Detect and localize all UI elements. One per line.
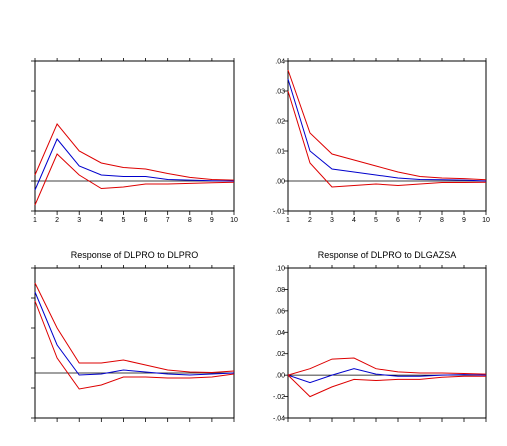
series-line-lower bbox=[34, 300, 235, 390]
y-tick-label: .04 bbox=[275, 59, 285, 66]
series-line-response bbox=[287, 368, 487, 384]
series-line-response bbox=[34, 138, 235, 191]
y-tick-label: .02 bbox=[275, 351, 285, 358]
x-tick-label: 7 bbox=[418, 217, 422, 224]
chart-panel: 1 2 3 4 5 6 7 8 9 10 bbox=[31, 58, 238, 224]
x-tick-label: 3 bbox=[330, 217, 334, 224]
y-tick-label: .03 bbox=[275, 89, 285, 96]
y-tick-label: -.02 bbox=[273, 394, 285, 401]
plot-frame bbox=[34, 60, 235, 212]
plot-frame bbox=[287, 60, 487, 212]
chart-panel: Response of DLPRO to DLPRO bbox=[31, 250, 235, 422]
series-line-response bbox=[34, 291, 235, 376]
x-tick-label: 3 bbox=[77, 217, 81, 224]
x-tick-label: 2 bbox=[308, 217, 312, 224]
series-line-response bbox=[287, 78, 487, 182]
chart-title: Response of DLPRO to DLGAZSA bbox=[318, 250, 457, 260]
x-tick-label: 6 bbox=[396, 217, 400, 224]
x-tick-label: 4 bbox=[99, 217, 103, 224]
y-tick-label: .08 bbox=[275, 287, 285, 294]
y-tick-label: .10 bbox=[275, 266, 285, 273]
y-tick-label: .01 bbox=[275, 149, 285, 156]
series-line-lower bbox=[34, 153, 235, 206]
series-line-upper bbox=[34, 123, 235, 181]
x-tick-label: 10 bbox=[482, 217, 490, 224]
x-tick-label: 4 bbox=[352, 217, 356, 224]
y-tick-label: -.04 bbox=[273, 416, 285, 423]
x-tick-label: 9 bbox=[462, 217, 466, 224]
series-line-upper bbox=[287, 69, 487, 181]
y-tick-label: .06 bbox=[275, 308, 285, 315]
x-tick-label: 8 bbox=[188, 217, 192, 224]
x-tick-label: 9 bbox=[210, 217, 214, 224]
x-tick-label: 5 bbox=[121, 217, 125, 224]
chart-title: Response of DLPRO to DLPRO bbox=[71, 250, 199, 260]
y-tick-label: .00 bbox=[275, 179, 285, 186]
x-tick-label: 8 bbox=[440, 217, 444, 224]
x-tick-label: 10 bbox=[230, 217, 238, 224]
x-tick-label: 7 bbox=[166, 217, 170, 224]
y-tick-label: .02 bbox=[275, 119, 285, 126]
x-tick-label: 1 bbox=[33, 217, 37, 224]
series-line-upper bbox=[287, 357, 487, 376]
y-tick-label: -.01 bbox=[273, 209, 285, 216]
y-tick-label: .04 bbox=[275, 330, 285, 337]
x-tick-label: 2 bbox=[55, 217, 59, 224]
series-line-lower bbox=[287, 374, 486, 398]
series-line-lower bbox=[287, 90, 487, 188]
series-line-upper bbox=[34, 282, 235, 374]
chart-panel: .10 .08 .06 .04 .02 .00 -.02 -.04 Response of DL… bbox=[273, 250, 487, 423]
plot-frame bbox=[34, 267, 235, 419]
y-tick-label: .00 bbox=[275, 373, 285, 380]
x-tick-label: 1 bbox=[286, 217, 290, 224]
chart-panel: 1 2 3 4 5 6 7 8 9 10 .04 .03 .02 .01 .00 -.01 bbox=[273, 58, 490, 224]
x-tick-label: 5 bbox=[374, 217, 378, 224]
x-tick-label: 6 bbox=[144, 217, 148, 224]
plot-frame bbox=[287, 267, 487, 419]
